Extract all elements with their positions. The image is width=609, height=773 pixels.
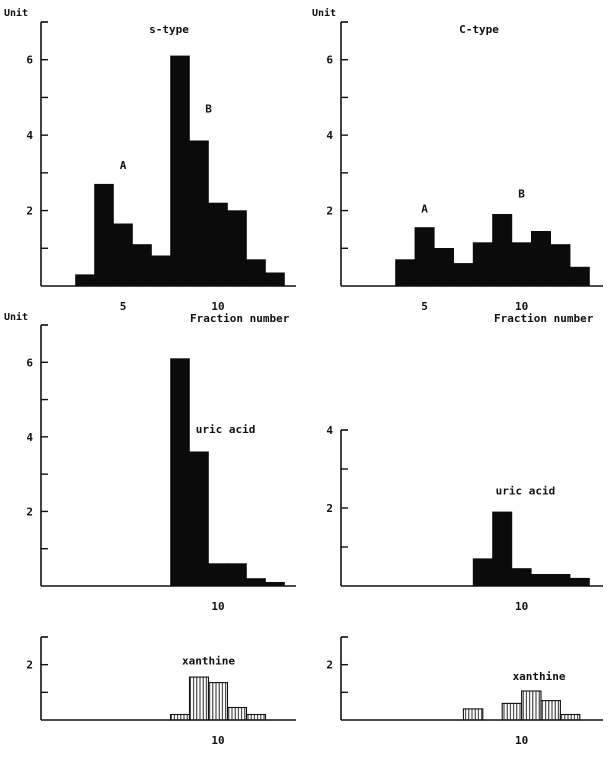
bar-fraction-4 <box>395 259 416 287</box>
bar-fraction-11 <box>530 231 551 287</box>
annotation-label: A <box>120 159 127 172</box>
y-tick-label: 2 <box>326 205 333 218</box>
x-tick-label: 5 <box>421 300 428 313</box>
y-tick-label: 4 <box>26 129 33 142</box>
annotation-label: A <box>421 202 428 215</box>
y-axis-label: Unit <box>4 311 28 323</box>
chart-panel-s-uric: 2 4 6 10 Unit uric acid <box>4 311 296 613</box>
bar-fraction-11 <box>530 573 551 587</box>
y-axis-label: Unit <box>312 7 336 19</box>
x-tick-label: 10 <box>211 300 224 313</box>
bar-fraction-7 <box>151 255 171 287</box>
bar-fraction-11 <box>227 210 247 287</box>
bar-fraction-5 <box>414 227 435 287</box>
x-tick-label: 10 <box>515 734 528 747</box>
bar-fraction-12 <box>550 244 571 287</box>
bar-fraction-10 <box>207 682 229 721</box>
chart-title: C-type <box>459 23 499 36</box>
y-tick-label: 4 <box>326 424 333 437</box>
y-tick-label: 2 <box>326 502 333 515</box>
y-tick-label: 2 <box>26 205 33 218</box>
bar-fraction-12-5 <box>559 713 581 721</box>
bar-fraction-9 <box>492 214 513 287</box>
bar-fraction-6 <box>433 248 454 287</box>
bar-fraction-9 <box>189 451 209 587</box>
y-tick-label: 4 <box>326 129 333 142</box>
bar-fraction-13 <box>265 272 285 287</box>
annotation-label: uric acid <box>496 484 556 497</box>
bar-fraction-12 <box>550 573 571 587</box>
bar-fraction-9 <box>189 140 209 287</box>
x-tick-label: 5 <box>120 300 127 313</box>
annotation-label: xanthine <box>182 655 235 668</box>
bar-fraction-13 <box>569 266 590 287</box>
chart-title: s-type <box>149 23 189 36</box>
bar-fraction-9 <box>492 511 513 587</box>
bar-fraction-9-5 <box>501 702 523 721</box>
bar-fraction-9 <box>188 676 210 721</box>
bar-fraction-10 <box>511 568 532 587</box>
y-tick-label: 6 <box>26 356 33 369</box>
y-tick-label: 6 <box>326 54 333 67</box>
annotation-label: xanthine <box>513 670 566 683</box>
bar-fraction-8 <box>170 358 190 587</box>
bar-fraction-10 <box>208 202 228 287</box>
annotation-label: B <box>205 103 212 116</box>
x-axis-label: Fraction number <box>494 312 594 325</box>
x-tick-label: 10 <box>211 734 224 747</box>
bar-fraction-8 <box>472 558 493 587</box>
bar-fraction-6 <box>132 244 152 287</box>
y-tick-label: 4 <box>26 431 33 444</box>
bar-fraction-10 <box>511 242 532 287</box>
bar-fraction-8 <box>170 55 190 287</box>
bar-fraction-11-5 <box>540 700 561 721</box>
y-tick-label: 2 <box>26 505 33 518</box>
x-tick-label: 10 <box>515 300 528 313</box>
annotation-label: uric acid <box>196 423 256 436</box>
bar-fraction-5 <box>113 223 133 287</box>
chart-panel-c-uric: 2 4 10 uric acid <box>326 424 603 613</box>
bar-fraction-10-5 <box>521 690 542 721</box>
bar-fraction-12 <box>245 713 267 721</box>
bar-fraction-7-5 <box>462 708 484 721</box>
bar-fraction-8 <box>169 713 191 721</box>
y-axis-label: Unit <box>4 7 28 19</box>
y-tick-label: 2 <box>326 659 333 672</box>
bar-fraction-11 <box>226 706 248 721</box>
bar-fraction-7 <box>453 263 474 287</box>
x-axis-label: Fraction number <box>190 312 290 325</box>
bar-fraction-13 <box>569 577 590 587</box>
bar-fraction-4 <box>94 183 114 287</box>
bar-fraction-3 <box>75 274 95 287</box>
bar-fraction-12 <box>246 259 266 287</box>
x-tick-label: 10 <box>211 600 224 613</box>
chart-panel-c-type: 2 4 6 5 10 Unit C-type Fraction number A B <box>312 7 603 325</box>
bar-fraction-11 <box>227 563 247 587</box>
y-tick-label: 2 <box>26 659 33 672</box>
bar-fraction-10 <box>208 563 228 587</box>
chart-panel-c-xanthine: 2 10 xanthine <box>326 636 603 747</box>
bar-fraction-8 <box>472 242 493 287</box>
chart-panel-s-type: 2 4 6 5 10 Unit s-type Fraction number A B <box>4 7 296 325</box>
bar-fraction-12 <box>246 578 266 587</box>
x-tick-label: 10 <box>515 600 528 613</box>
annotation-label: B <box>518 187 525 200</box>
chart-panel-s-xanthine: 2 10 xanthine <box>26 636 296 747</box>
y-tick-label: 6 <box>26 54 33 67</box>
